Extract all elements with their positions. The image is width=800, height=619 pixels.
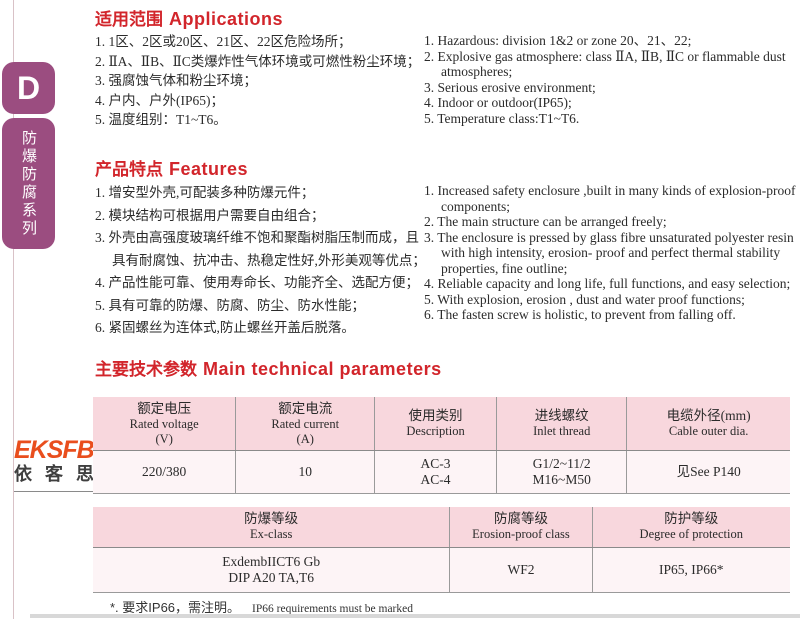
page-bottom-rule (30, 614, 800, 618)
column-header: 防腐等级 Erosion-proof class (449, 507, 593, 548)
column-header: 电缆外径(mm) Cable outer dia. (626, 397, 790, 451)
column-header-zh: 进线螺纹 (534, 408, 589, 423)
applications-heading-zh: 适用范围 (95, 10, 163, 29)
parameters-heading-zh: 主要技术参数 (95, 360, 197, 379)
column-header-unit: (V) (155, 432, 173, 446)
list-item: 1. Increased safety enclosure ,built in … (424, 183, 796, 214)
list-item: 1. Hazardous: division 1&2 or zone 20、21… (424, 33, 692, 48)
applications-heading-en: Applications (169, 9, 284, 29)
list-item: 2. 模块结构可根据用户需要自由组合； (95, 207, 325, 223)
table-cell: WF2 (449, 547, 593, 592)
list-item: 5. 具有可靠的防爆、防腐、防尘、防水性能； (95, 297, 365, 313)
table-cell: G1/2~11/2 M16~M50 (496, 450, 627, 494)
applications-list-zh: 1. 1区、2区或20区、21区、22区危险场所； 2. ⅡA、ⅡB、ⅡC类爆炸… (95, 32, 425, 130)
table-cell: 220/380 (93, 450, 236, 494)
applications-heading: 适用范围 Applications (95, 5, 283, 30)
parameters-heading-en: Main technical parameters (203, 359, 442, 379)
table-header-row: 额定电压 Rated voltage (V) 额定电流 Rated curren… (93, 397, 790, 451)
list-item: 4. 户内、户外(IP65)； (95, 92, 224, 108)
features-list-en: 1. Increased safety enclosure ,built in … (424, 183, 798, 323)
column-header-zh: 使用类别 (408, 408, 463, 423)
column-header-zh: 防爆等级 (244, 511, 299, 527)
series-label: 防爆防腐系列 (20, 129, 37, 238)
column-header: 额定电压 Rated voltage (V) (93, 397, 236, 451)
features-heading: 产品特点 Features (95, 155, 248, 180)
column-header-en: Inlet thread (533, 424, 591, 438)
brand-logo-chinese: 依客思 (14, 464, 107, 484)
column-header-zh: 防护等级 (664, 511, 719, 527)
ex-class-value: ExdembIICT6 Gb DIP A20 TA,T6 (222, 553, 321, 585)
list-item: 3. Serious erosive environment; (424, 79, 596, 95)
applications-list-en: 1. Hazardous: division 1&2 or zone 20、21… (424, 33, 796, 126)
series-label-tab: 防爆防腐系列 (2, 118, 55, 249)
rated-current-value: 10 (298, 464, 312, 479)
cable-outer-dia-value: 见See P140 (676, 464, 741, 479)
features-list-zh: 1. 增安型外壳,可配装多种防爆元件； 2. 模块结构可根据用户需要自由组合； … (95, 182, 432, 340)
features-heading-en: Features (169, 159, 249, 179)
table-cell: 10 (235, 450, 375, 494)
list-item: 1. 增安型外壳,可配装多种防爆元件； (95, 185, 315, 200)
column-header-zh: 电缆外径(mm) (666, 408, 751, 423)
erosion-proof-class-value: WF2 (507, 561, 535, 577)
table-row: ExdembIICT6 Gb DIP A20 TA,T6 WF2 IP65, I… (93, 547, 790, 592)
list-item: 5. With explosion, erosion , dust and wa… (424, 291, 745, 307)
list-item: 4. Reliable capacity and long life, full… (424, 276, 791, 291)
list-item: 4. 产品性能可靠、使用寿命长、功能齐全、选配方便； (95, 275, 419, 290)
footnote-zh: *. 要求IP66，需注明。 (110, 600, 241, 615)
parameters-table-1: 额定电压 Rated voltage (V) 额定电流 Rated curren… (93, 397, 790, 494)
parameters-heading: 主要技术参数 Main technical parameters (95, 355, 442, 380)
column-header: 额定电流 Rated current (A) (235, 397, 375, 451)
column-header: 防护等级 Degree of protection (591, 507, 790, 548)
features-heading-zh: 产品特点 (95, 160, 163, 179)
column-header-unit: (A) (296, 432, 314, 446)
list-item: 3. The enclosure is pressed by glass fib… (424, 229, 794, 276)
list-item: 2. Explosive gas atmosphere: class ⅡA, Ⅱ… (424, 48, 786, 80)
rated-voltage-value: 220/380 (142, 464, 187, 479)
list-item: 5. 温度组别：T1~T6。 (95, 112, 227, 127)
column-header-en: Rated voltage (129, 417, 199, 431)
footnote: *. 要求IP66，需注明。 IP66 requirements must be … (110, 597, 413, 616)
list-item: 1. 1区、2区或20区、21区、22区危险场所； (95, 34, 352, 49)
column-header-zh: 防腐等级 (493, 511, 548, 527)
column-header-en: Degree of protection (639, 527, 743, 542)
column-header-en: Cable outer dia. (668, 424, 749, 438)
list-item: 3. 强腐蚀气体和粉尘环境； (95, 73, 257, 88)
list-item: 6. 紧固螺丝为连体式,防止螺丝开盖后脱落。 (95, 320, 355, 335)
inlet-thread-value: G1/2~11/2 M16~M50 (532, 456, 591, 487)
parameters-table-2: 防爆等级 Ex-class 防腐等级 Erosion-proof class 防… (93, 507, 790, 593)
list-item: 4. Indoor or outdoor(IP65); (424, 95, 572, 110)
column-header-zh: 额定电流 (278, 401, 333, 416)
column-header-en: Description (406, 424, 465, 438)
table-header-row: 防爆等级 Ex-class 防腐等级 Erosion-proof class 防… (93, 507, 790, 548)
table-cell: ExdembIICT6 Gb DIP A20 TA,T6 (93, 547, 450, 592)
degree-of-protection-value: IP65, IP66* (659, 561, 724, 577)
column-header: 进线螺纹 Inlet thread (496, 397, 627, 451)
column-header: 使用类别 Description (374, 397, 497, 451)
table-cell: 见See P140 (626, 450, 790, 494)
column-header: 防爆等级 Ex-class (93, 507, 450, 548)
column-header-en: Rated current (271, 417, 340, 431)
column-header-en: Ex-class (250, 527, 293, 542)
description-value: AC-3 AC-4 (420, 456, 451, 487)
list-item: 3. 外壳由高强度玻璃纤维不饱和聚酯树脂压制而成，且具有耐腐蚀、抗冲击、热稳定性… (95, 230, 426, 268)
column-header-en: Erosion-proof class (472, 527, 570, 542)
table-cell: IP65, IP66* (591, 547, 790, 592)
left-margin-rule (13, 0, 14, 619)
list-item: 2. The main structure can be arranged fr… (424, 214, 667, 229)
section-index-tab: D (2, 62, 55, 114)
table-cell: AC-3 AC-4 (374, 450, 497, 494)
brand-logo: EKSFB 依客思 (14, 437, 114, 492)
brand-logo-wordmark: EKSFB (14, 436, 95, 464)
list-item: 2. ⅡA、ⅡB、ⅡC类爆炸性气体环境或可燃性粉尘环境； (95, 53, 421, 69)
list-item: 6. The fasten screw is holistic, to prev… (424, 307, 736, 322)
list-item: 5. Temperature class:T1~T6. (424, 110, 580, 126)
section-letter: D (16, 69, 41, 106)
footnote-en: IP66 requirements must be marked (252, 603, 413, 615)
table-row: 220/380 10 AC-3 AC-4 G1/2~11/2 M16~M50 见… (93, 450, 790, 494)
column-header-zh: 额定电压 (137, 401, 192, 416)
